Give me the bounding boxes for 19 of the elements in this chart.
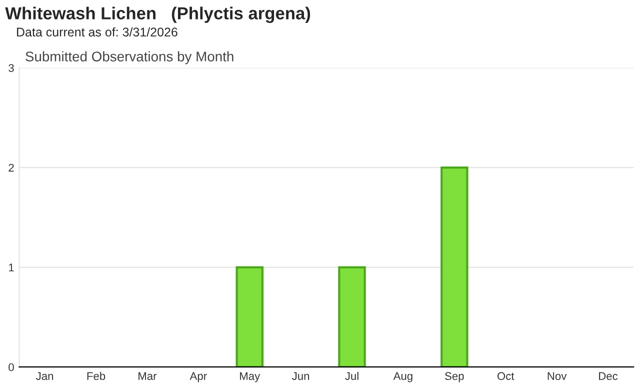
x-tick-label: Mar bbox=[138, 372, 157, 380]
x-tick-label: May bbox=[240, 372, 260, 382]
text: Submitted Observations by Month bbox=[26, 51, 234, 64]
chart-subtitle: Data current as of: 3/31/2026 bbox=[17, 27, 178, 37]
chart-title: Whitewash Lichen (Phlyctis argena) bbox=[5, 6, 310, 23]
x-tick-label: Jan bbox=[36, 372, 54, 380]
x-tick-label: Sep bbox=[445, 372, 464, 382]
x-tick-label: Jul bbox=[345, 372, 358, 380]
y-tick-label: 3 bbox=[8, 64, 14, 72]
x-tick-label: Aug bbox=[393, 372, 412, 382]
y-tick-label: 2 bbox=[8, 164, 14, 172]
x-tick-label: Feb bbox=[87, 372, 106, 380]
y-tick-label: 0 bbox=[8, 363, 14, 372]
x-tick-label: Oct bbox=[497, 372, 514, 380]
x-tick-label: Dec bbox=[599, 372, 618, 380]
y-tick-label: 1 bbox=[9, 264, 14, 272]
x-tick-label: Jun bbox=[292, 372, 310, 380]
x-tick-label: Apr bbox=[190, 372, 207, 382]
x-tick-label: Nov bbox=[548, 372, 567, 380]
